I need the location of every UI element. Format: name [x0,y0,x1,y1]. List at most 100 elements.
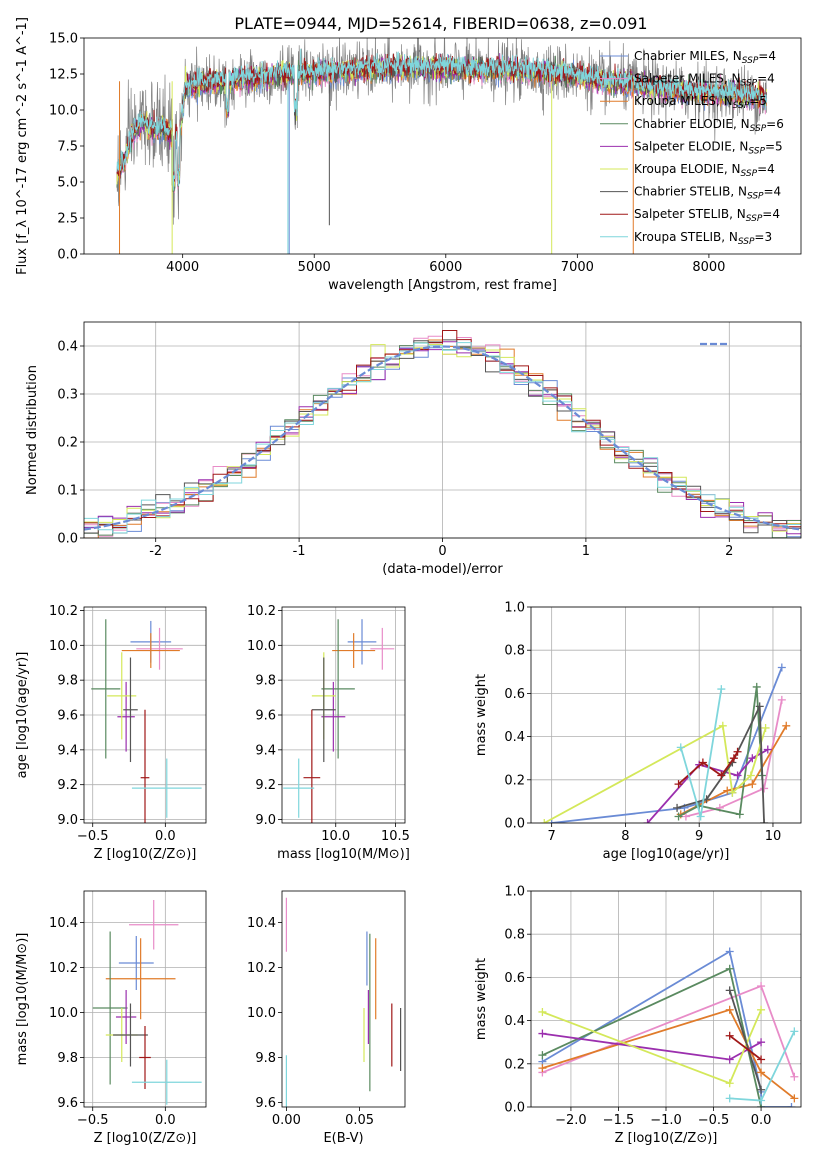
y-tick-label: 0.6 [504,687,525,702]
normal-reference-curve [84,345,801,531]
error-bar-point [113,1003,148,1067]
plot-frame [83,321,802,539]
mass-weight-marker [540,819,549,823]
x-tick-label: -1 [293,544,306,559]
y-tick-label: 0.2 [57,436,78,451]
plot-frame [281,606,406,824]
legend-entry: Chabrier STELIB, NSSP=4 [634,185,781,202]
y-tick-label: 15.0 [49,32,78,47]
y-tick-label: 7.5 [57,140,78,155]
plot-frame [530,606,802,824]
y-tick-label: 0.1 [57,484,78,499]
x-axis-label: mass [log10(M/M⊙)] [277,847,410,862]
mass-weight-vs-age-panel: 7 8 9 10 0.0 0.2 0.4 0.6 0.8 1.0 age [log10(age/yr… [474,601,802,862]
mass-weight-marker [718,721,727,730]
x-tick-label: -2 [149,544,162,559]
legend-entry: Chabrier MILES, NSSP=4 [634,49,776,66]
mass-weight-line [542,1032,762,1061]
y-tick-label: 9.4 [57,743,78,758]
y-tick-label: 0.4 [57,340,78,355]
y-tick-label: 10.0 [49,1006,78,1021]
mass-vs-metallicity-panel: −0.5 0.0 9.6 9.8 10.0 10.2 10.4 Z [log10(Z/Z⊙)]… [15,890,207,1146]
y-tick-label: 0.0 [57,248,78,263]
x-tick-label: 1 [582,544,590,559]
weight-lines [540,663,791,823]
mass-weight-marker [760,784,769,793]
y-tick-label: 9.8 [255,674,276,689]
y-tick-label: 10.0 [247,639,276,654]
error-bar-point [370,627,395,670]
mass-weight-marker [728,788,737,797]
plot-frame [83,606,207,824]
y-tick-label: 9.6 [57,1096,78,1111]
mass-weight-vs-metallicity-panel: −2.0 −1.5 −1.0 −0.5 0.0 0.0 0.2 0.4 0.6 0.8 1.0 Z [… [474,885,802,1146]
x-axis-label: E(B-V) [323,1131,363,1146]
mass-weight-marker [673,803,682,812]
y-tick-label: 10.0 [49,104,78,119]
y-tick-label: 9.2 [255,778,276,793]
mass-weight-marker [763,745,772,754]
age-vs-mass-panel: 10.0 10.5 9.0 9.2 9.4 9.6 9.8 10.0 10.2 mass [log… [247,604,410,862]
mass-weight-marker [547,819,556,823]
mass-weight-marker [760,819,769,823]
mass-weight-marker [681,812,690,821]
mass-weight-marker [674,812,683,821]
mass-weight-marker [777,663,786,672]
error-bar-point [131,1059,202,1105]
mass-weight-marker [782,721,791,730]
x-tick-label: 5000 [298,260,331,275]
residual-histogram [84,330,801,528]
mass-weight-marker [733,747,742,756]
x-tick-label: −0.5 [77,1113,109,1128]
spectrum-legend: Chabrier MILES, NSSP=4 Salpeter MILES, NS… [600,49,784,247]
mass-weight-marker [696,812,705,821]
error-bar-point [129,900,179,950]
x-tick-label: 10 [765,829,782,844]
mass-weight-marker [698,758,707,767]
y-tick-label: 0.3 [57,388,78,403]
y-tick-label: 9.0 [255,813,276,828]
y-axis-label: Normed distribution [25,365,40,495]
y-tick-label: 0.0 [504,1101,525,1116]
age-vs-metallicity-panel: −0.5 0.0 9.0 9.2 9.4 9.6 9.8 10.0 10.2 Z [log10(Z… [15,604,207,862]
mass-weight-marker [746,771,755,780]
mass-weight-marker [787,1103,796,1107]
y-tick-label: 12.5 [49,68,78,83]
x-tick-label: 7 [548,829,556,844]
mass-weight-marker [538,1029,547,1038]
x-tick-label: 0 [438,544,446,559]
spectrum-panel: 4000 5000 6000 7000 8000 0.0 2.5 5.0 7.5 10.0 12.5… [15,17,802,293]
y-axis-label: Flux [f_λ 10^-17 erg cm^-2 s^-1 A^-1] [15,17,30,275]
error-bar-point [107,652,137,740]
error-bar-point [303,709,321,823]
mass-weight-marker [674,780,683,789]
mass-weight-marker [790,1027,799,1036]
mass-weight-marker [757,1096,766,1105]
x-tick-label: 0.0 [155,829,176,844]
mass-weight-marker [733,771,742,780]
y-tick-label: 10.2 [49,604,78,619]
mass-weight-marker [735,810,744,819]
x-tick-label: −0.5 [698,1113,730,1128]
y-tick-label: 10.4 [49,916,78,931]
y-tick-label: 10.2 [49,961,78,976]
y-axis-label: mass weight [474,674,489,756]
mass-weight-marker [725,1031,734,1040]
legend-entry: Kroupa STELIB, NSSP=3 [634,230,772,247]
x-tick-label: 10.0 [321,829,350,844]
error-bars [91,619,202,823]
mass-weight-marker [717,685,726,694]
x-tick-label: 9 [695,829,703,844]
error-bar-point [321,619,355,759]
x-tick-label: 0.05 [345,1113,374,1128]
plot-frame [83,37,802,255]
y-tick-label: 9.0 [57,813,78,828]
y-tick-label: 0.4 [504,730,525,745]
y-tick-label: 10.2 [247,604,276,619]
error-bar-point [121,633,180,668]
legend-entry: Kroupa MILES, NSSP=5 [634,94,767,111]
x-tick-label: 0.00 [272,1113,301,1128]
legend-entry: Chabrier ELODIE, NSSP=6 [634,117,784,134]
y-axis-label: mass weight [474,958,489,1040]
error-bar-point [332,633,376,668]
